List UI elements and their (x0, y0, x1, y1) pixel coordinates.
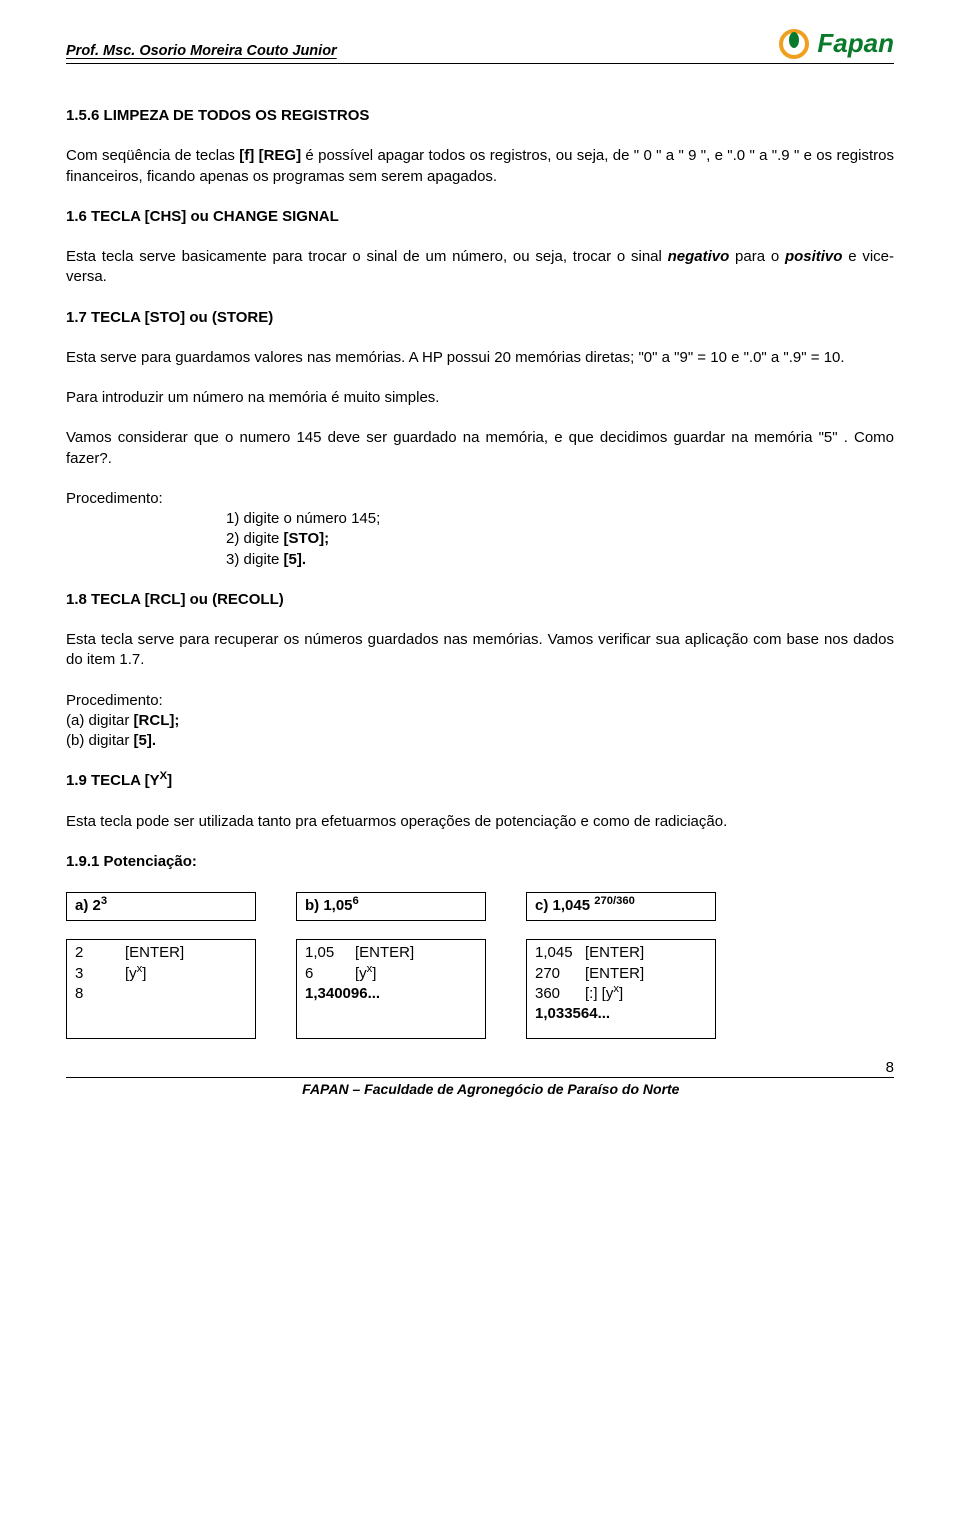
section-1-8-proc-label: Procedimento: (66, 691, 894, 711)
example-c-body: 1,045[ENTER] 270[ENTER] 360[:] [yx] 1,03… (526, 939, 716, 1039)
example-b: b) 1,056 1,05[ENTER] 6[yx] 1,340096... (296, 892, 486, 1039)
example-a-head: a) 23 (66, 892, 256, 921)
logo: Fapan (777, 26, 894, 61)
potenciacao-examples: a) 23 2[ENTER] 3[yx] 8 b) 1,056 1,05[ENT… (66, 892, 894, 1039)
page-number: 8 (886, 1058, 894, 1078)
fapan-logo-icon (777, 27, 811, 61)
section-1-7-p2: Para introduzir um número na memória é m… (66, 388, 894, 408)
header-author: Prof. Msc. Osorio Moreira Couto Junior (66, 42, 337, 62)
logo-text: Fapan (817, 26, 894, 61)
example-b-head: b) 1,056 (296, 892, 486, 921)
section-1-7-title: 1.7 TECLA [STO] ou (STORE) (66, 308, 894, 328)
page-header: Prof. Msc. Osorio Moreira Couto Junior F… (66, 26, 894, 64)
section-1-7-p3: Vamos considerar que o numero 145 deve s… (66, 428, 894, 469)
step-3: 3) digite [5]. (226, 550, 894, 570)
section-1-8-step-a: (a) digitar [RCL]; (66, 711, 894, 731)
section-1-7-p1: Esta serve para guardamos valores nas me… (66, 348, 894, 368)
example-c-head: c) 1,045 270/360 (526, 892, 716, 921)
example-b-body: 1,05[ENTER] 6[yx] 1,340096... (296, 939, 486, 1039)
example-a: a) 23 2[ENTER] 3[yx] 8 (66, 892, 256, 1039)
example-a-body: 2[ENTER] 3[yx] 8 (66, 939, 256, 1039)
section-1-9-1-title: 1.9.1 Potenciação: (66, 852, 894, 872)
step-2: 2) digite [STO]; (226, 529, 894, 549)
section-1-9-title: 1.9 TECLA [YX] (66, 771, 894, 791)
section-1-6-p1: Esta tecla serve basicamente para trocar… (66, 247, 894, 288)
step-1: 1) digite o número 145; (226, 509, 894, 529)
section-1-8-step-b: (b) digitar [5]. (66, 731, 894, 751)
section-1-8-title: 1.8 TECLA [RCL] ou (RECOLL) (66, 590, 894, 610)
section-1-8-p1: Esta tecla serve para recuperar os númer… (66, 630, 894, 671)
section-1-5-6-title: 1.5.6 LIMPEZA DE TODOS OS REGISTROS (66, 106, 894, 126)
section-1-9-p1: Esta tecla pode ser utilizada tanto pra … (66, 812, 894, 832)
page-footer: FAPAN – Faculdade de Agronegócio de Para… (66, 1077, 894, 1100)
example-c: c) 1,045 270/360 1,045[ENTER] 270[ENTER]… (526, 892, 716, 1039)
section-1-5-6-p1: Com seqüência de teclas [f] [REG] é poss… (66, 146, 894, 187)
footer-text: FAPAN – Faculdade de Agronegócio de Para… (96, 1080, 886, 1099)
section-1-7-steps: 1) digite o número 145; 2) digite [STO];… (226, 509, 894, 570)
section-1-7-proc-label: Procedimento: (66, 489, 894, 509)
section-1-6-title: 1.6 TECLA [CHS] ou CHANGE SIGNAL (66, 207, 894, 227)
